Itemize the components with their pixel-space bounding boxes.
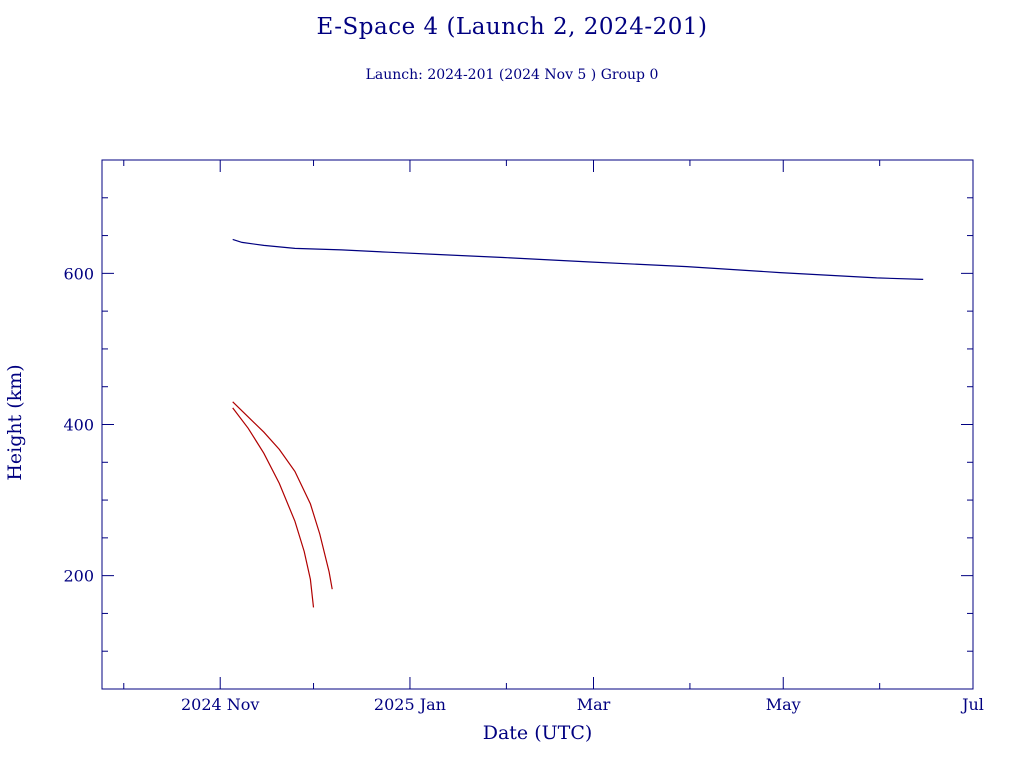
- series-group: [232, 238, 924, 608]
- axis-ticks: [102, 160, 974, 689]
- chart-title: E-Space 4 (Launch 2, 2024-201): [316, 14, 708, 40]
- series-line-2: [232, 401, 333, 590]
- plot-frame: [101, 159, 974, 690]
- x-tick-label: May: [766, 695, 801, 714]
- x-tick-label: 2025 Jan: [374, 695, 446, 714]
- x-axis-title: Date (UTC): [483, 722, 593, 744]
- series-line-1: [232, 238, 924, 280]
- series-line-3: [232, 407, 315, 608]
- x-tick-label: Jul: [960, 695, 984, 714]
- y-axis-title: Height (km): [4, 364, 26, 480]
- y-tick-label: 600: [63, 264, 94, 283]
- chart-subtitle: Launch: 2024-201 (2024 Nov 5 ) Group 0: [365, 67, 659, 83]
- axis-labels: 200 400 600 2024 Nov 2025 Jan Mar May Jul: [63, 264, 983, 714]
- y-tick-label: 400: [63, 416, 94, 435]
- x-tick-label: Mar: [577, 695, 611, 714]
- x-tick-label: 2024 Nov: [181, 695, 259, 714]
- y-tick-label: 200: [63, 567, 94, 586]
